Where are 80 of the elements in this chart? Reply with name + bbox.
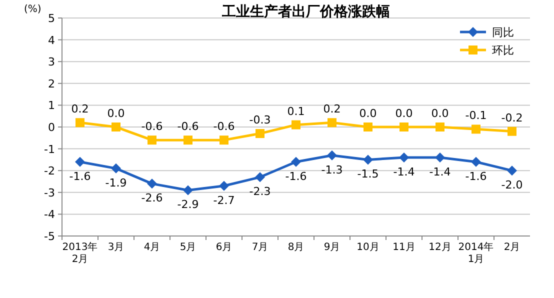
point [111,163,121,174]
data-label: 0.2 [71,102,89,116]
point [508,126,516,136]
data-label: -1.4 [393,166,415,179]
y-tick-label: -3 [44,186,55,200]
point [255,172,265,182]
y-tick-label: 0 [48,121,55,134]
data-label: -2.6 [141,192,163,205]
data-label: 0.0 [395,107,413,120]
y-axis-title: (%) [24,4,42,15]
data-label: -1.6 [285,170,307,183]
data-label: -1.6 [465,170,487,183]
x-tick-label: 4月 [144,242,160,253]
y-tick-label: 2 [48,77,55,90]
y-tick-label: 1 [48,99,55,112]
data-label: -0.1 [465,109,487,122]
y-tick-label: 5 [48,12,55,25]
data-label: -0.2 [501,111,523,124]
data-label: -1.4 [429,166,451,179]
point [471,156,481,167]
data-label: -1.6 [69,170,91,183]
data-label: -0.3 [249,114,271,127]
point [219,180,229,191]
point [147,178,157,189]
point [364,122,372,132]
point [472,124,480,134]
legend-label: 同比 [492,26,514,39]
data-label: -2.9 [177,198,199,212]
x-tick-label: 9月 [324,242,340,253]
data-label: 0.0 [359,107,377,120]
point [400,122,408,132]
point [292,120,300,130]
data-label: -1.5 [357,168,379,181]
x-tick-label: 10月 [356,242,380,253]
point [507,166,517,176]
data-label: 0.0 [107,107,125,120]
data-label: 0.1 [287,104,305,118]
y-tick-label: -1 [44,142,55,156]
point [184,136,192,145]
data-label: -2.3 [249,185,271,198]
point [328,118,336,128]
chart-title: 工业生产者出厂价格涨跌幅 [221,3,390,20]
data-label: 0.2 [323,102,341,116]
x-tick-label: 7月 [252,242,268,253]
data-label: 0.0 [431,107,449,120]
x-tick-label: 5月 [180,242,196,253]
x-tick-label: 12月 [428,242,452,253]
x-tick-label: 11月 [392,242,416,253]
data-label: -2.7 [213,194,235,207]
x-tick-label: 2013年 2月 [62,241,98,265]
point [112,122,120,132]
point [327,150,337,160]
data-label: -1.9 [105,176,127,190]
y-tick-label: 4 [48,34,55,47]
data-label: -0.6 [177,120,199,134]
x-tick-label: 6月 [216,242,232,253]
legend-label: 环比 [492,44,514,57]
point [75,156,85,167]
x-tick-label: 2014年 1月 [458,241,494,265]
point [183,185,193,196]
x-tick-label: 8月 [288,242,304,253]
y-tick-label: -2 [44,164,55,178]
point [399,152,409,163]
point [256,129,264,138]
point [220,136,228,145]
y-tick-label: 3 [48,56,55,69]
point [435,152,445,163]
data-label: -2.0 [501,178,523,192]
point [148,136,156,145]
point [436,122,444,132]
x-tick-label: 3月 [108,242,124,253]
data-label: -0.6 [213,120,235,134]
x-tick-label: 2月 [504,242,520,253]
data-label: -0.6 [141,120,163,134]
point [291,156,301,167]
y-tick-label: -5 [44,230,55,243]
point [363,154,373,165]
y-tick-label: -4 [44,208,55,222]
point [76,118,84,128]
data-label: -1.3 [321,163,343,176]
